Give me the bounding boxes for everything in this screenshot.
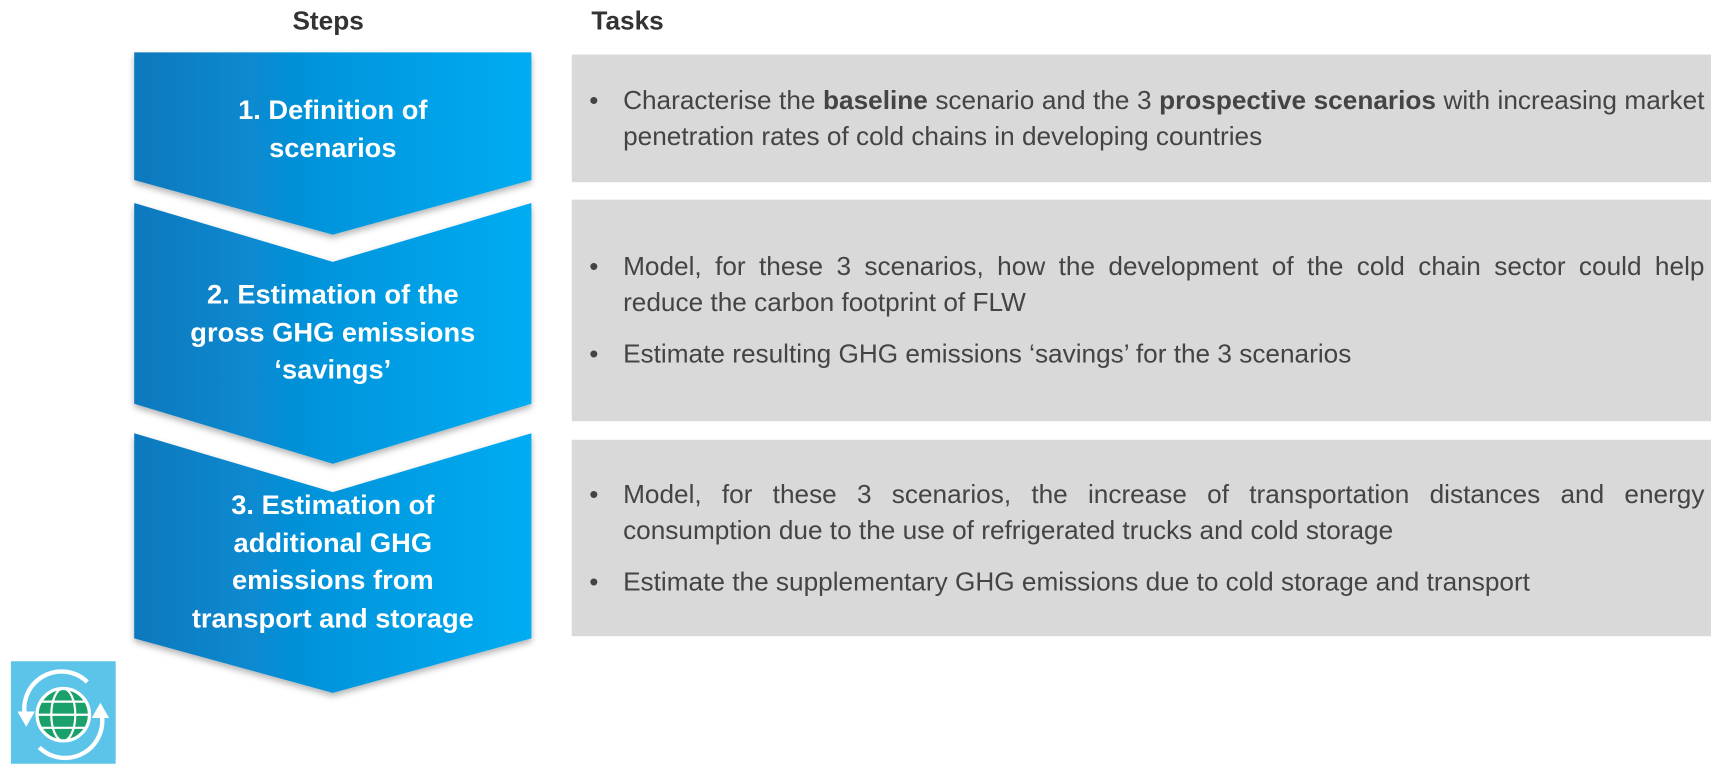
task-bullet: Model, for these 3 scenarios, how the de… — [589, 249, 1705, 321]
step-label: 3. Estimation of additional GHG emissions … — [134, 487, 531, 638]
task-text: Characterise the — [623, 85, 824, 116]
step-label: 2. Estimation of the gross GHG emissions ‘… — [134, 276, 531, 389]
chevron — [134, 433, 532, 693]
task-bullet: Model, for these 3 scenarios, the increa… — [589, 476, 1705, 548]
step-label-line: emissions from — [231, 565, 434, 596]
steps-header: Steps — [292, 6, 364, 37]
task-bullet: Characterise the baseline scenario and t… — [589, 82, 1705, 154]
task-text: scenario and the 3 — [927, 85, 1160, 116]
step-label: 1. Definition of scenarios — [134, 92, 531, 167]
task-box: Characterise the baseline scenario and t… — [571, 54, 1711, 183]
chevron — [134, 52, 532, 235]
task-box: Model, for these 3 scenarios, the increa… — [571, 439, 1711, 637]
task-text: Estimate resulting GHG emissions ‘saving… — [623, 339, 1352, 369]
step-label-line: transport and storage — [191, 602, 474, 634]
globe-icon — [10, 661, 116, 764]
chevron — [134, 202, 532, 464]
step-label-line: ‘savings’ — [274, 354, 392, 386]
task-bullet: Estimate resulting GHG emissions ‘saving… — [589, 336, 1704, 372]
step-label-line: 3. Estimation of — [231, 489, 435, 521]
step-label-line: additional GHG — [233, 527, 433, 559]
task-box: Model, for these 3 scenarios, how the de… — [571, 199, 1711, 422]
task-text: with increasing market penetration rates… — [623, 85, 1705, 152]
step-label-line: gross GHG emissions — [190, 316, 476, 348]
task-text: Model, for these 3 scenarios, how the de… — [623, 252, 1705, 318]
task-text: Model, for these 3 scenarios, the increa… — [623, 479, 1705, 546]
task-text: Estimate the supplementary GHG emissions… — [623, 566, 1530, 597]
task-text: baseline — [823, 85, 928, 116]
step-label-line: scenarios — [269, 132, 397, 164]
step-label-line: 1. Definition of — [238, 94, 428, 126]
task-text: prospective scenarios — [1159, 85, 1436, 116]
step-label-line: 2. Estimation of the — [207, 279, 459, 310]
tasks-header: Tasks — [591, 6, 664, 37]
task-bullet: Estimate the supplementary GHG emissions… — [589, 564, 1704, 600]
